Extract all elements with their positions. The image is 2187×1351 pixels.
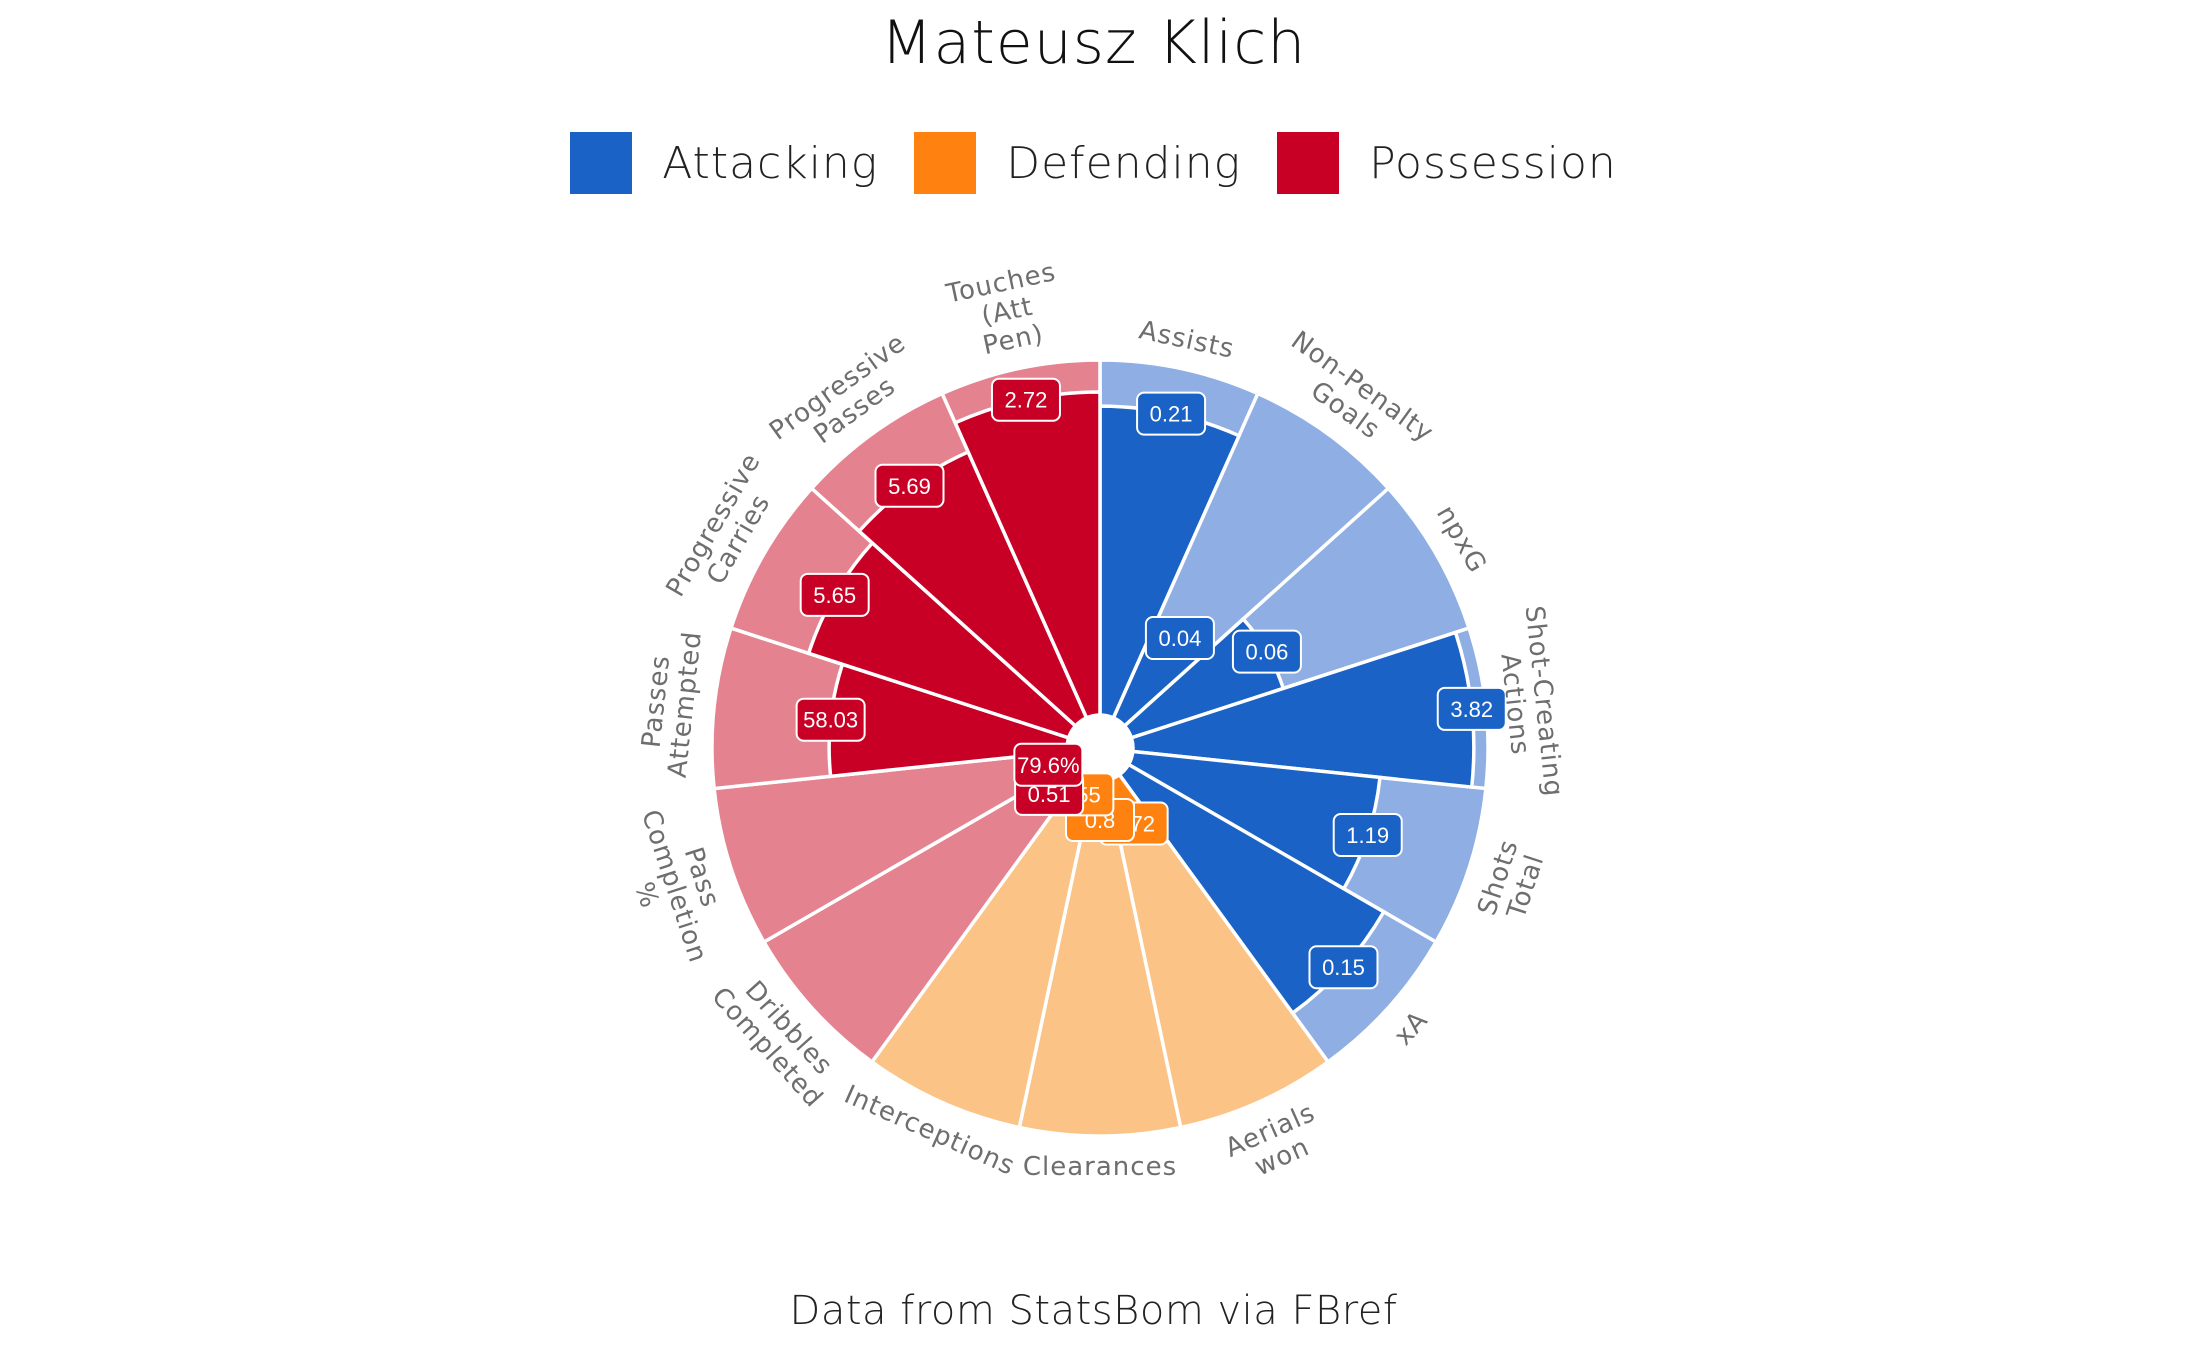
value-label-npxg: 0.06 — [1231, 629, 1302, 674]
value-box-touches-att-pen — [990, 377, 1061, 422]
category-label-touches-att-pen: Touches(AttPen) — [943, 257, 1071, 366]
value-box-progressive-passes — [874, 463, 945, 508]
legend-item-attacking: Attacking — [570, 132, 878, 194]
category-label-line: Clearances — [1023, 1152, 1177, 1182]
value-label-assists: 0.21 — [1136, 391, 1207, 436]
value-text-passes-attempted: 58.03 — [803, 708, 858, 733]
slice-progressive-passes — [856, 449, 1089, 729]
legend-label-possession: Possession — [1369, 137, 1617, 189]
category-label-shot-creating-actions: Shot-CreatingActions — [1490, 604, 1569, 801]
value-box-xa — [1308, 945, 1379, 990]
value-label-touches-att-pen: 2.72 — [990, 377, 1061, 422]
legend-item-possession: Possession — [1277, 132, 1617, 194]
value-label-non-penalty-goals: 0.04 — [1144, 616, 1215, 661]
value-box-non-penalty-goals — [1144, 616, 1215, 661]
value-text-shots-total: 1.19 — [1346, 823, 1389, 848]
legend-label-attacking: Attacking — [662, 137, 879, 189]
legend-item-defending: Defending — [914, 132, 1241, 194]
value-text-pass-completion: 79.6% — [1017, 753, 1079, 778]
legend-swatch-attacking — [570, 132, 633, 194]
chart-title: Mateusz Klich — [880, 8, 1307, 78]
value-label-shots-total: 1.19 — [1332, 812, 1403, 857]
value-text-assists: 0.21 — [1150, 402, 1193, 427]
category-label-clearances: Clearances — [1023, 1152, 1177, 1182]
value-label-xa: 0.15 — [1308, 945, 1379, 990]
value-labels: 0.210.040.063.821.190.150.720.80.550.517… — [795, 377, 1507, 990]
value-label-progressive-passes: 5.69 — [874, 463, 945, 508]
value-text-progressive-passes: 5.69 — [888, 474, 931, 499]
value-box-passes-attempted — [795, 697, 866, 742]
value-box-shots-total — [1332, 812, 1403, 857]
legend-swatch-defending — [914, 132, 977, 194]
slice-progressive-carries — [806, 540, 1078, 741]
category-label-line: % — [628, 879, 664, 913]
value-text-shot-creating-actions: 3.82 — [1450, 697, 1493, 722]
value-label-passes-attempted: 58.03 — [795, 697, 866, 742]
category-label-line: xA — [1388, 1005, 1434, 1051]
slice-shot-creating-actions — [1129, 630, 1476, 789]
category-label-line: Assists — [1136, 315, 1237, 364]
legend-label-defending: Defending — [1006, 137, 1242, 189]
category-label-shots-total: ShotsTotal — [1472, 836, 1552, 928]
value-text-touches-att-pen: 2.72 — [1005, 388, 1048, 413]
value-box-npxg — [1231, 629, 1302, 674]
value-box-shot-creating-actions — [1436, 686, 1507, 731]
slice-shots-total — [1126, 749, 1382, 892]
category-label-assists: Assists — [1136, 315, 1237, 364]
category-label-xa: xA — [1388, 1005, 1434, 1051]
source-caption: Data from StatsBom via FBref — [789, 1288, 1398, 1334]
legend: Attacking Defending Possession — [0, 132, 2187, 194]
legend-swatch-possession — [1277, 132, 1340, 194]
value-label-progressive-carries: 5.65 — [799, 572, 870, 617]
slice-touches-att-pen — [952, 390, 1102, 721]
value-label-pass-completion: 79.6% — [1013, 742, 1084, 787]
value-text-npxg: 0.06 — [1246, 640, 1289, 665]
value-label-shot-creating-actions: 3.82 — [1436, 686, 1507, 731]
value-box-progressive-carries — [799, 572, 870, 617]
value-box-assists — [1136, 391, 1207, 436]
value-text-progressive-carries: 5.65 — [813, 583, 856, 608]
value-box-pass-completion — [1013, 742, 1084, 787]
category-label-line: Attempted — [663, 630, 708, 780]
value-text-non-penalty-goals: 0.04 — [1158, 626, 1201, 651]
slice-assists — [1098, 404, 1242, 721]
value-text-xa: 0.15 — [1322, 955, 1365, 980]
category-label-passes-attempted: PassesAttempted — [634, 627, 708, 780]
